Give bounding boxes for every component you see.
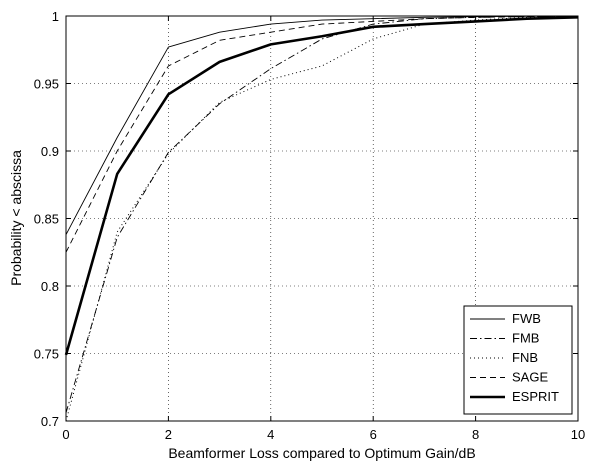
- series-lines: [64, 15, 579, 422]
- legend-label-esprit: ESPRIT: [512, 389, 559, 404]
- y-tick-label: 0.7: [41, 414, 59, 429]
- legend-label-fmb: FMB: [512, 331, 539, 346]
- y-tick-label: 0.8: [41, 279, 59, 294]
- legend-label-fnb: FNB: [512, 350, 538, 365]
- y-tick-label: 1: [52, 9, 59, 24]
- y-tick-label: 0.9: [41, 144, 59, 159]
- legend: FWB FMB FNB SAGE ESPRIT: [463, 305, 573, 415]
- y-tick-label: 0.75: [34, 347, 59, 362]
- series-line-sage: [65, 15, 579, 253]
- legend-label-fwb: FWB: [512, 311, 541, 326]
- axis-ticks: [65, 15, 579, 422]
- series-line-esprit: [64, 16, 579, 356]
- x-tick-label: 2: [165, 427, 172, 442]
- x-tick-label: 0: [62, 427, 69, 442]
- grid: [66, 16, 578, 421]
- series-line-fmb: [65, 15, 579, 414]
- y-tick-label: 0.95: [34, 77, 59, 92]
- x-tick-label: 4: [267, 427, 274, 442]
- y-tick-label: 0.85: [34, 212, 59, 227]
- x-axis-label: Beamformer Loss compared to Optimum Gain…: [168, 445, 475, 461]
- y-tick-labels: 0.7 0.75 0.8 0.85 0.9 0.95 1: [34, 9, 59, 429]
- legend-items: FWB FMB FNB SAGE ESPRIT: [470, 311, 559, 404]
- x-tick-labels: 0 2 4 6 8 10: [62, 427, 585, 442]
- x-tick-label: 8: [472, 427, 479, 442]
- x-tick-label: 6: [370, 427, 377, 442]
- x-tick-label: 10: [571, 427, 585, 442]
- y-axis-label: Probability < abscissa: [8, 150, 24, 286]
- series-line-fwb: [65, 15, 579, 235]
- legend-label-sage: SAGE: [512, 370, 548, 385]
